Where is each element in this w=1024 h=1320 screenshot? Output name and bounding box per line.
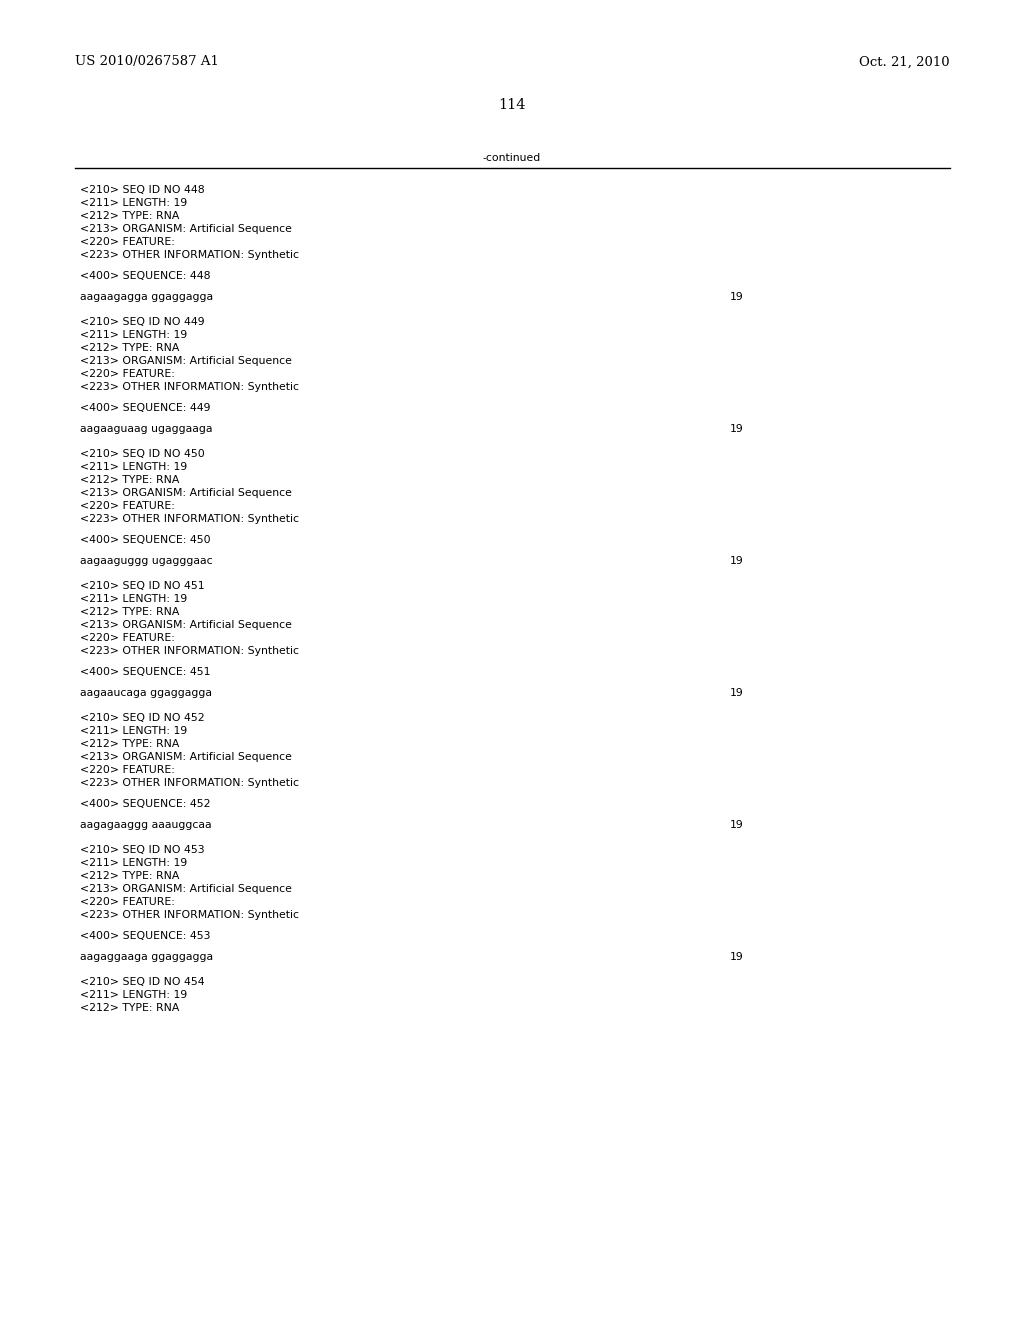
Text: Oct. 21, 2010: Oct. 21, 2010: [859, 55, 950, 69]
Text: <400> SEQUENCE: 452: <400> SEQUENCE: 452: [80, 799, 211, 809]
Text: aagaaguggg ugagggaac: aagaaguggg ugagggaac: [80, 556, 213, 566]
Text: <220> FEATURE:: <220> FEATURE:: [80, 898, 175, 907]
Text: <211> LENGTH: 19: <211> LENGTH: 19: [80, 594, 187, 605]
Text: <213> ORGANISM: Artificial Sequence: <213> ORGANISM: Artificial Sequence: [80, 224, 292, 234]
Text: <210> SEQ ID NO 453: <210> SEQ ID NO 453: [80, 845, 205, 855]
Text: <211> LENGTH: 19: <211> LENGTH: 19: [80, 462, 187, 473]
Text: 19: 19: [730, 424, 743, 434]
Text: <210> SEQ ID NO 452: <210> SEQ ID NO 452: [80, 713, 205, 723]
Text: 19: 19: [730, 688, 743, 698]
Text: <212> TYPE: RNA: <212> TYPE: RNA: [80, 871, 179, 880]
Text: US 2010/0267587 A1: US 2010/0267587 A1: [75, 55, 219, 69]
Text: <220> FEATURE:: <220> FEATURE:: [80, 634, 175, 643]
Text: <223> OTHER INFORMATION: Synthetic: <223> OTHER INFORMATION: Synthetic: [80, 777, 299, 788]
Text: <223> OTHER INFORMATION: Synthetic: <223> OTHER INFORMATION: Synthetic: [80, 909, 299, 920]
Text: 19: 19: [730, 952, 743, 962]
Text: aagaaucaga ggaggagga: aagaaucaga ggaggagga: [80, 688, 212, 698]
Text: 19: 19: [730, 292, 743, 302]
Text: <220> FEATURE:: <220> FEATURE:: [80, 502, 175, 511]
Text: <210> SEQ ID NO 449: <210> SEQ ID NO 449: [80, 317, 205, 327]
Text: <212> TYPE: RNA: <212> TYPE: RNA: [80, 607, 179, 616]
Text: <211> LENGTH: 19: <211> LENGTH: 19: [80, 330, 187, 341]
Text: <213> ORGANISM: Artificial Sequence: <213> ORGANISM: Artificial Sequence: [80, 884, 292, 894]
Text: <211> LENGTH: 19: <211> LENGTH: 19: [80, 198, 187, 209]
Text: <223> OTHER INFORMATION: Synthetic: <223> OTHER INFORMATION: Synthetic: [80, 381, 299, 392]
Text: <210> SEQ ID NO 450: <210> SEQ ID NO 450: [80, 449, 205, 459]
Text: <210> SEQ ID NO 454: <210> SEQ ID NO 454: [80, 977, 205, 987]
Text: <400> SEQUENCE: 448: <400> SEQUENCE: 448: [80, 271, 211, 281]
Text: <223> OTHER INFORMATION: Synthetic: <223> OTHER INFORMATION: Synthetic: [80, 249, 299, 260]
Text: <212> TYPE: RNA: <212> TYPE: RNA: [80, 1003, 179, 1012]
Text: 114: 114: [499, 98, 525, 112]
Text: <400> SEQUENCE: 451: <400> SEQUENCE: 451: [80, 667, 211, 677]
Text: aagaggaaga ggaggagga: aagaggaaga ggaggagga: [80, 952, 213, 962]
Text: <212> TYPE: RNA: <212> TYPE: RNA: [80, 343, 179, 352]
Text: <220> FEATURE:: <220> FEATURE:: [80, 238, 175, 247]
Text: <211> LENGTH: 19: <211> LENGTH: 19: [80, 726, 187, 737]
Text: aagaagagga ggaggagga: aagaagagga ggaggagga: [80, 292, 213, 302]
Text: <223> OTHER INFORMATION: Synthetic: <223> OTHER INFORMATION: Synthetic: [80, 645, 299, 656]
Text: <213> ORGANISM: Artificial Sequence: <213> ORGANISM: Artificial Sequence: [80, 356, 292, 366]
Text: <212> TYPE: RNA: <212> TYPE: RNA: [80, 475, 179, 484]
Text: <220> FEATURE:: <220> FEATURE:: [80, 370, 175, 379]
Text: aagagaaggg aaauggcaa: aagagaaggg aaauggcaa: [80, 820, 212, 830]
Text: <400> SEQUENCE: 450: <400> SEQUENCE: 450: [80, 535, 211, 545]
Text: <210> SEQ ID NO 448: <210> SEQ ID NO 448: [80, 185, 205, 195]
Text: <213> ORGANISM: Artificial Sequence: <213> ORGANISM: Artificial Sequence: [80, 752, 292, 762]
Text: <213> ORGANISM: Artificial Sequence: <213> ORGANISM: Artificial Sequence: [80, 488, 292, 498]
Text: <400> SEQUENCE: 453: <400> SEQUENCE: 453: [80, 931, 211, 941]
Text: <213> ORGANISM: Artificial Sequence: <213> ORGANISM: Artificial Sequence: [80, 620, 292, 630]
Text: <220> FEATURE:: <220> FEATURE:: [80, 766, 175, 775]
Text: 19: 19: [730, 820, 743, 830]
Text: <400> SEQUENCE: 449: <400> SEQUENCE: 449: [80, 403, 211, 413]
Text: -continued: -continued: [483, 153, 541, 162]
Text: aagaaguaag ugaggaaga: aagaaguaag ugaggaaga: [80, 424, 213, 434]
Text: <223> OTHER INFORMATION: Synthetic: <223> OTHER INFORMATION: Synthetic: [80, 513, 299, 524]
Text: 19: 19: [730, 556, 743, 566]
Text: <212> TYPE: RNA: <212> TYPE: RNA: [80, 211, 179, 220]
Text: <210> SEQ ID NO 451: <210> SEQ ID NO 451: [80, 581, 205, 591]
Text: <211> LENGTH: 19: <211> LENGTH: 19: [80, 990, 187, 1001]
Text: <211> LENGTH: 19: <211> LENGTH: 19: [80, 858, 187, 869]
Text: <212> TYPE: RNA: <212> TYPE: RNA: [80, 739, 179, 748]
